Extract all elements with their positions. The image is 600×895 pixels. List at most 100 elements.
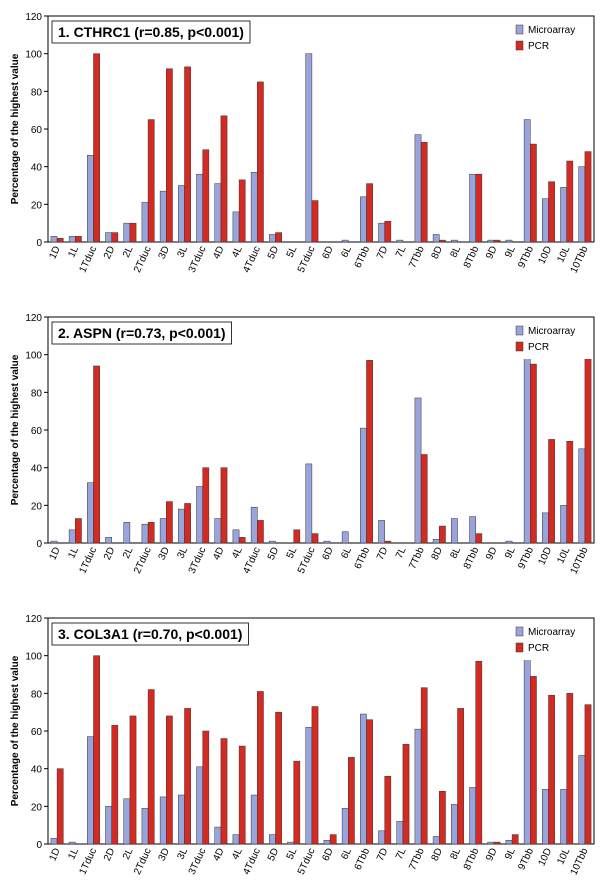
- bar: [323, 839, 331, 845]
- bar: [220, 467, 228, 544]
- x-tick-label: 2Tduc: [132, 847, 154, 877]
- x-tick-label: 4D: [211, 546, 226, 562]
- bar: [232, 211, 240, 243]
- y-tick-label: 60: [31, 125, 43, 136]
- y-tick-label: 40: [31, 765, 43, 776]
- bar: [584, 704, 592, 845]
- x-tick-label: 5L: [285, 244, 300, 259]
- bar: [396, 821, 404, 845]
- bar: [548, 439, 555, 544]
- x-tick-label: 1Tduc: [78, 546, 100, 576]
- bar: [542, 789, 549, 845]
- bar: [566, 441, 574, 544]
- y-tick-label: 100: [25, 351, 42, 362]
- x-tick-label: 3D: [157, 847, 172, 863]
- bar: [166, 715, 173, 845]
- bar: [68, 236, 76, 243]
- chart-title: 2. ASPN (r=0.73, p<0.001): [58, 325, 226, 341]
- bar: [159, 190, 167, 243]
- x-tick-label: 7L: [394, 545, 409, 560]
- bar: [341, 531, 349, 544]
- legend-label: Microarray: [528, 326, 575, 337]
- bar: [475, 533, 483, 544]
- x-tick-label: 6L: [339, 846, 354, 861]
- bar: [50, 838, 58, 845]
- x-tick-label: 8Tbb: [462, 545, 482, 571]
- x-tick-label: 4D: [211, 245, 226, 261]
- legend-label: PCR: [528, 342, 549, 353]
- x-tick-label: 8L: [449, 545, 464, 560]
- x-tick-label: 2D: [102, 546, 117, 562]
- bar: [560, 789, 567, 845]
- y-tick-label: 0: [36, 539, 42, 550]
- bar: [293, 529, 301, 544]
- bar: [548, 181, 555, 243]
- bar: [414, 728, 422, 845]
- bar: [147, 119, 155, 243]
- bar: [311, 706, 319, 845]
- chart: 0 20 40 60 80 100 120 Percentage of the highest…: [10, 614, 595, 877]
- legend-box: [512, 622, 592, 660]
- y-tick-label: 20: [31, 802, 43, 813]
- bar: [178, 185, 185, 243]
- chart-title: 1. CTHRC1 (r=0.85, p<0.001): [58, 24, 244, 40]
- x-tick-label: 9Tbb: [516, 244, 536, 270]
- bar: [469, 516, 476, 544]
- y-tick-label: 120: [25, 313, 42, 324]
- legend-label: PCR: [528, 643, 549, 654]
- bar: [560, 505, 567, 544]
- x-tick-label: 10Tbb: [569, 244, 591, 275]
- x-tick-label: 7D: [375, 546, 390, 562]
- bar: [75, 518, 82, 544]
- x-tick-label: 2D: [102, 847, 117, 863]
- y-tick-label: 100: [25, 50, 42, 61]
- x-tick-label: 6L: [339, 545, 354, 560]
- bar: [257, 81, 264, 243]
- bar: [366, 183, 373, 243]
- x-tick-label: 3Tduc: [187, 847, 209, 877]
- bar: [493, 841, 501, 845]
- bar: [584, 151, 592, 243]
- x-tick-label: 2D: [102, 245, 117, 261]
- x-tick-label: 10Tbb: [569, 545, 591, 576]
- bar: [214, 826, 222, 845]
- bar: [232, 834, 240, 845]
- legend-box: [512, 20, 592, 58]
- x-tick-label: 1L: [66, 244, 81, 259]
- y-tick-label: 60: [31, 426, 43, 437]
- x-tick-label: 8L: [449, 846, 464, 861]
- bar: [505, 839, 513, 845]
- bar: [50, 540, 58, 544]
- x-tick-label: 1Tduc: [78, 245, 100, 275]
- bar: [141, 202, 149, 243]
- bar: [232, 529, 240, 544]
- bar: [511, 834, 519, 845]
- bar: [523, 655, 531, 845]
- bar: [530, 676, 537, 845]
- bar: [305, 53, 313, 243]
- bar: [214, 183, 222, 243]
- x-tick-label: 8D: [430, 847, 445, 863]
- x-tick-label: 5D: [266, 847, 281, 863]
- y-tick-label: 60: [31, 727, 43, 738]
- legend-swatch: [515, 642, 524, 653]
- bar: [178, 794, 185, 845]
- bar: [329, 834, 337, 845]
- x-tick-label: 8D: [430, 546, 445, 562]
- legend-box: [512, 321, 592, 359]
- x-tick-label: 6D: [320, 546, 335, 562]
- bar: [432, 836, 440, 845]
- x-tick-label: 4Tduc: [241, 245, 263, 275]
- x-tick-label: 6Tbb: [353, 545, 373, 571]
- bar: [384, 540, 392, 544]
- x-tick-label: 4L: [230, 244, 245, 259]
- bar: [220, 738, 228, 845]
- y-tick-label: 40: [31, 163, 43, 174]
- x-tick-label: 7Tbb: [407, 545, 427, 571]
- bar: [196, 173, 203, 243]
- x-tick-label: 5D: [266, 546, 281, 562]
- bar: [341, 239, 349, 243]
- x-tick-label: 6D: [320, 847, 335, 863]
- bar: [87, 155, 94, 243]
- bar: [220, 115, 228, 243]
